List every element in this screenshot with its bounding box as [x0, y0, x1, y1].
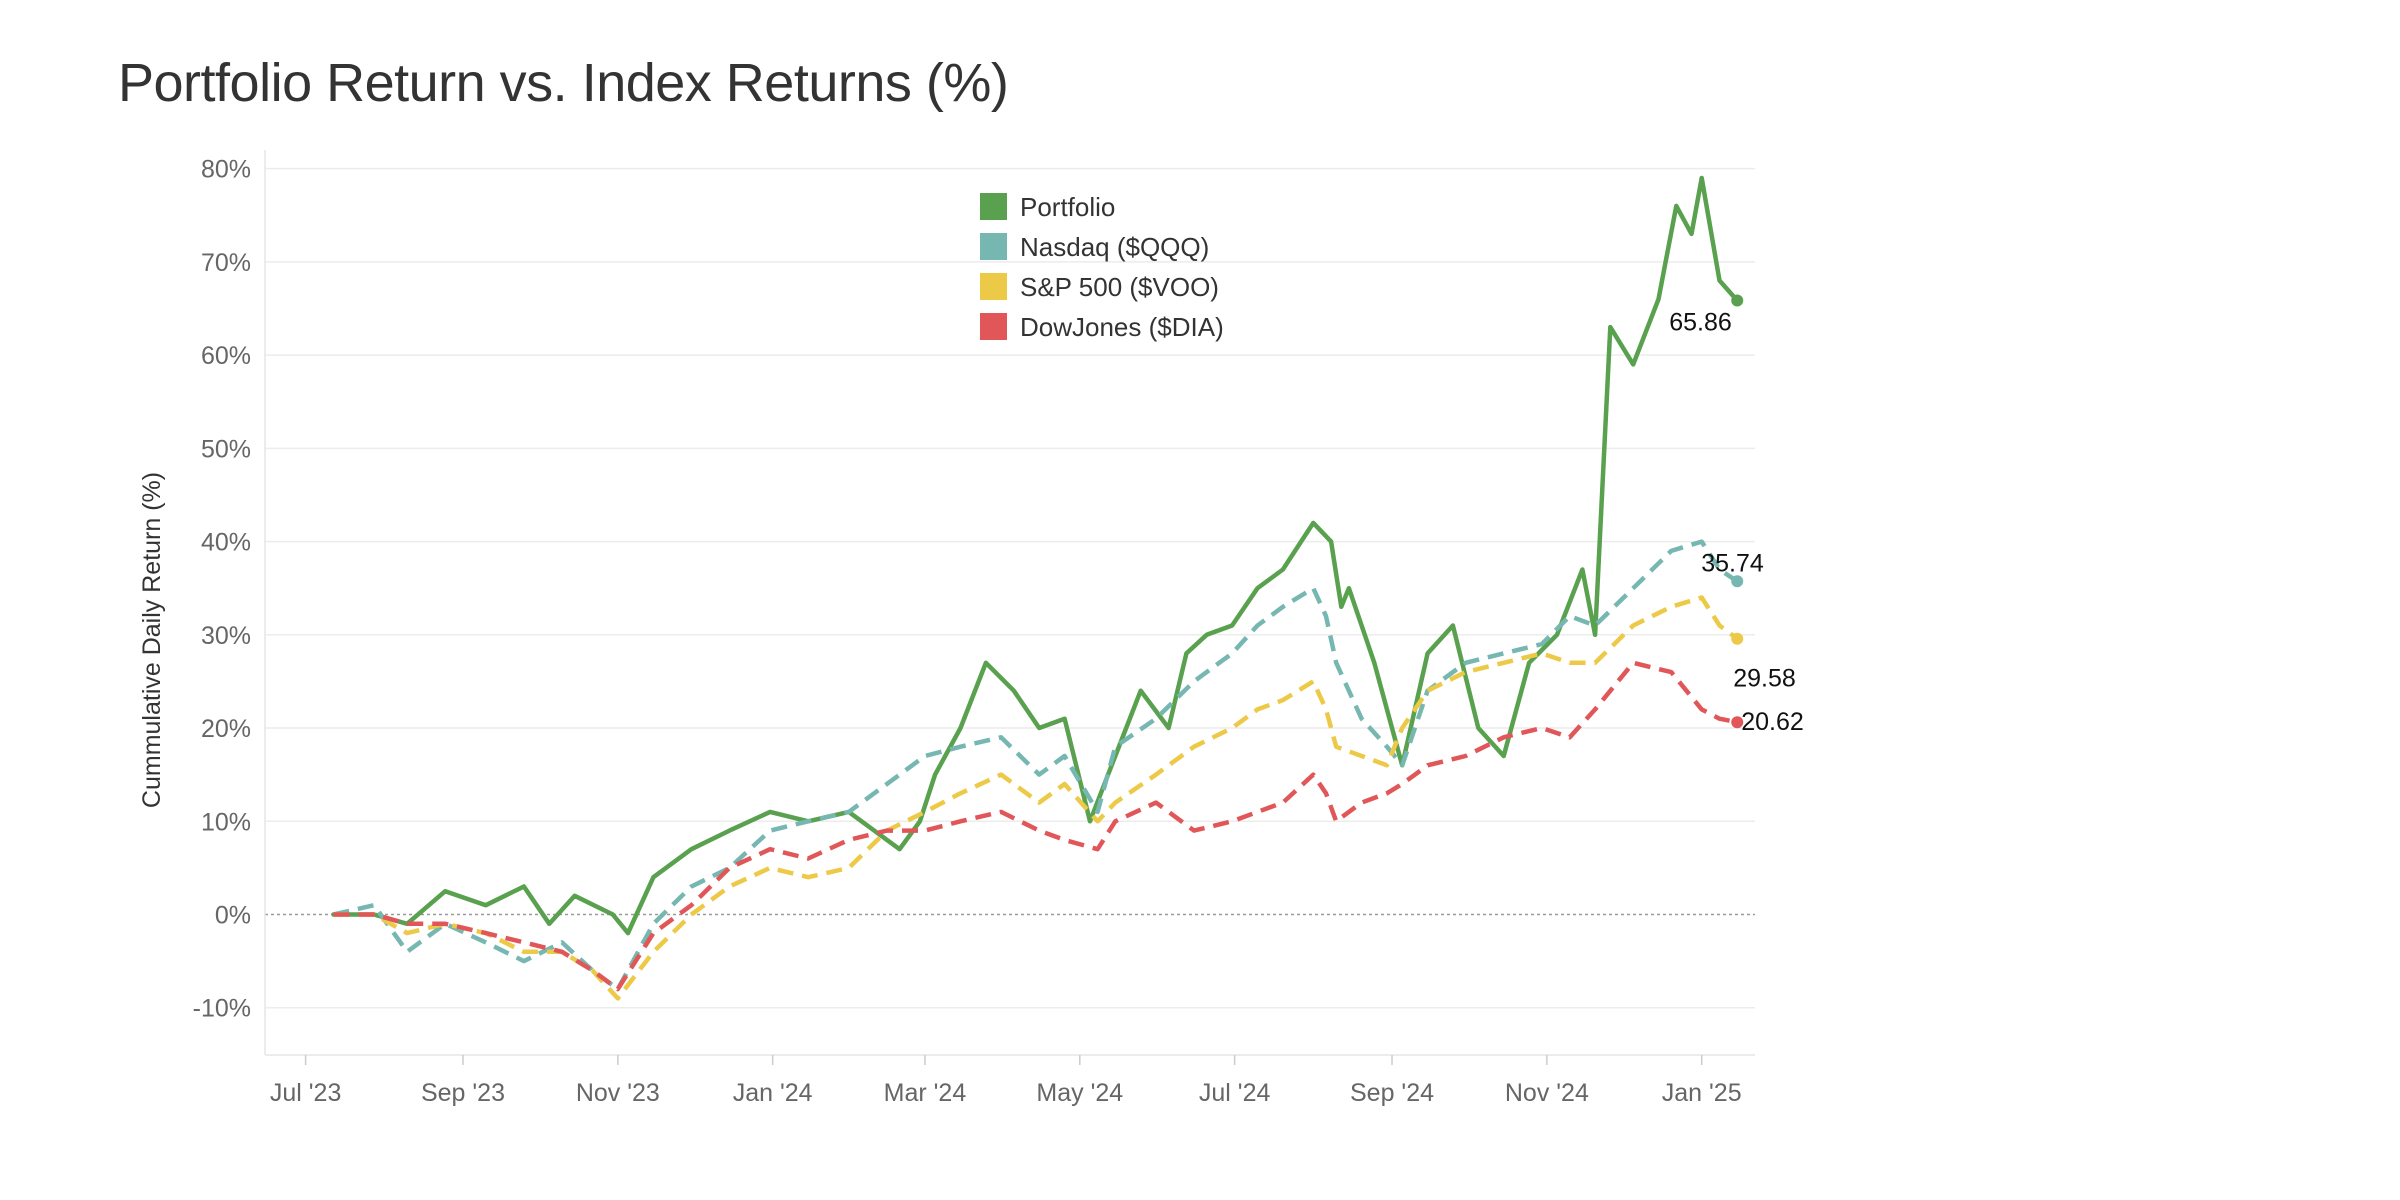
- series-end-label: 29.58: [1733, 665, 1796, 693]
- series-line-2[interactable]: [333, 595, 1739, 1001]
- x-tick-label: Sep '23: [421, 1079, 505, 1107]
- legend-label: S&P 500 ($VOO): [1020, 272, 1219, 302]
- x-tick-label: Nov '23: [576, 1079, 660, 1107]
- legend-swatch: [980, 193, 1007, 220]
- y-axis-title: Cummulative Daily Return (%): [138, 472, 166, 808]
- y-tick-label: 60%: [201, 342, 251, 370]
- series-end-point[interactable]: [1731, 294, 1744, 307]
- x-tick-label: Jan '24: [733, 1079, 813, 1107]
- x-tick-label: Nov '24: [1505, 1079, 1589, 1107]
- series-end-label: 35.74: [1701, 549, 1764, 577]
- y-tick-label: 20%: [201, 715, 251, 743]
- legend-swatch: [980, 233, 1007, 260]
- x-tick-label: Mar '24: [884, 1079, 967, 1107]
- series-end-point[interactable]: [1731, 632, 1744, 645]
- series-lines: 65.86 35.74 29.58 20.62: [331, 175, 1804, 1001]
- legend-swatch: [980, 273, 1007, 300]
- legend-item[interactable]: Portfolio: [980, 192, 1115, 222]
- x-tick-label: Jul '23: [270, 1079, 341, 1107]
- legend-label: DowJones ($DIA): [1020, 312, 1224, 342]
- axes: -10% 0% 10% 20% 30% 40% 50% 60% 70% 80% Jul '23 Sep…: [193, 150, 1755, 1107]
- legend-item[interactable]: S&P 500 ($VOO): [980, 272, 1219, 302]
- x-tick-label: Sep '24: [1350, 1079, 1434, 1107]
- y-tick-label: 80%: [201, 156, 251, 184]
- series-line-3[interactable]: [333, 660, 1738, 992]
- chart-title: Portfolio Return vs. Index Returns (%): [118, 53, 1009, 113]
- legend-label: Portfolio: [1020, 192, 1115, 222]
- y-tick-label: 40%: [201, 529, 251, 557]
- legend-swatch: [980, 313, 1007, 340]
- series-end-label: 20.62: [1741, 708, 1804, 736]
- legend-item[interactable]: Nasdaq ($QQQ): [980, 232, 1209, 262]
- x-tick-label: Jan '25: [1662, 1079, 1742, 1107]
- series-end-point[interactable]: [1731, 716, 1744, 729]
- gridlines: [265, 167, 1755, 1009]
- legend[interactable]: Portfolio Nasdaq ($QQQ) S&P 500 ($VOO) DowJ…: [980, 192, 1224, 342]
- y-tick-label: 0%: [215, 901, 251, 929]
- y-tick-label: 30%: [201, 622, 251, 650]
- series-end-point[interactable]: [1731, 575, 1744, 588]
- y-tick-label: 10%: [201, 808, 251, 836]
- y-tick-label: 70%: [201, 249, 251, 277]
- series-line-1[interactable]: [332, 539, 1739, 992]
- y-tick-label: 50%: [201, 435, 251, 463]
- series-line-0[interactable]: [331, 175, 1740, 936]
- x-tick-label: May '24: [1036, 1079, 1123, 1107]
- x-tick-label: Jul '24: [1199, 1079, 1271, 1107]
- y-tick-label: -10%: [193, 995, 251, 1023]
- legend-label: Nasdaq ($QQQ): [1020, 232, 1209, 262]
- legend-item[interactable]: DowJones ($DIA): [980, 312, 1224, 342]
- series-end-label: 65.86: [1669, 308, 1732, 336]
